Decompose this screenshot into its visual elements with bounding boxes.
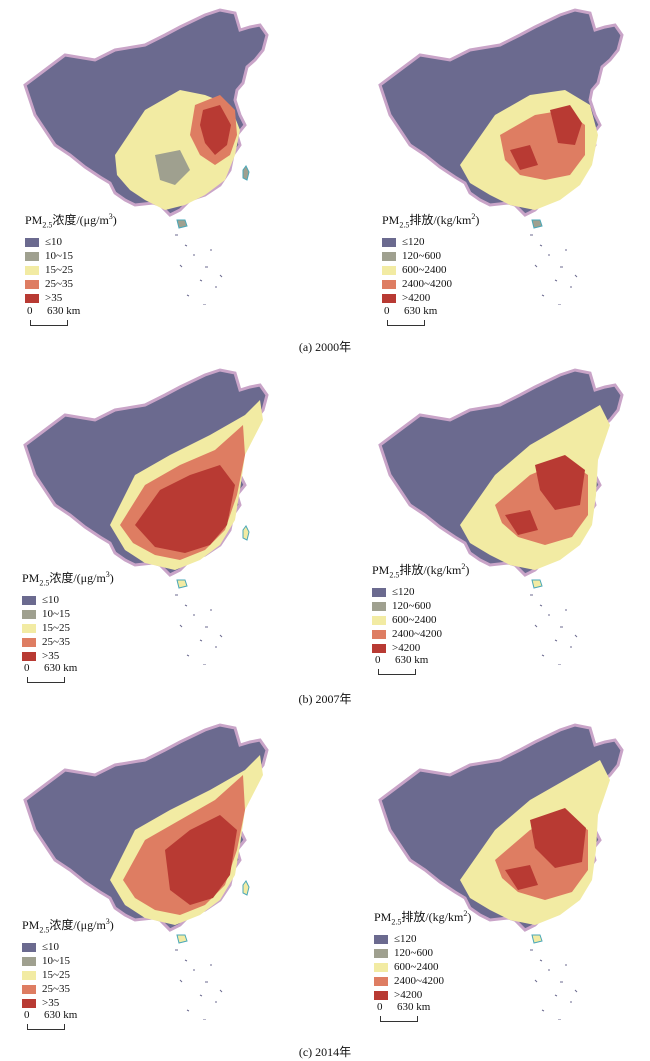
legend-item: 25~35 xyxy=(25,277,117,291)
emission-legend: PM2.5排放/(kg/km2) ≤120 120~600 600~2400 2… xyxy=(382,210,479,305)
panel-2007: PM2.5浓度/(μg/m3) ≤10 10~15 15~25 25~35 >3… xyxy=(0,360,650,710)
pm25-concentration-map-2000 xyxy=(23,8,269,305)
legend-item: >4200 xyxy=(382,291,479,305)
emission-legend: PM2.5排放/(kg/km2) ≤120 120~600 600~2400 2… xyxy=(374,907,471,1002)
legend-item: ≤120 xyxy=(374,932,471,946)
legend-title: PM2.5浓度/(μg/m3) xyxy=(25,212,117,230)
legend-item: >4200 xyxy=(372,641,469,655)
legend-item: 600~2400 xyxy=(372,613,469,627)
pm25-concentration-map-2007 xyxy=(23,368,269,665)
legend-item: >4200 xyxy=(374,988,471,1002)
legend-title: PM2.5排放/(kg/km2) xyxy=(372,562,470,580)
legend-title: PM2.5浓度/(μg/m3) xyxy=(22,570,114,588)
legend-item: 600~2400 xyxy=(374,960,471,974)
legend-item: 10~15 xyxy=(22,954,114,968)
pm25-emission-map-2007 xyxy=(378,368,624,665)
pm25-emission-map-2014 xyxy=(378,723,624,1020)
scale-bar: 0 630 km xyxy=(377,1001,457,1023)
emission-legend: PM2.5排放/(kg/km2) ≤120 120~600 600~2400 2… xyxy=(372,560,469,655)
legend-item: 10~15 xyxy=(22,607,114,621)
scale-bar: 0 630 km xyxy=(375,654,455,676)
panel-caption: (b) 2007年 xyxy=(298,692,352,706)
concentration-legend: PM2.5浓度/(μg/m3) ≤10 10~15 15~25 25~35 >3… xyxy=(22,915,114,1010)
legend-item: 120~600 xyxy=(374,946,471,960)
legend-item: 15~25 xyxy=(25,263,117,277)
legend-title: PM2.5排放/(kg/km2) xyxy=(382,212,480,230)
legend-title: PM2.5浓度/(μg/m3) xyxy=(22,917,114,935)
legend-item: 600~2400 xyxy=(382,263,479,277)
panel-caption: (a) 2000年 xyxy=(298,340,352,354)
pm25-emission-map-2000 xyxy=(378,8,624,305)
legend-item: >35 xyxy=(25,291,117,305)
legend-item: 25~35 xyxy=(22,982,114,996)
concentration-legend: PM2.5浓度/(μg/m3) ≤10 10~15 15~25 25~35 >3… xyxy=(22,568,114,663)
panel-caption: (c) 2014年 xyxy=(298,1045,352,1059)
legend-item: 2400~4200 xyxy=(372,627,469,641)
legend-item: 25~35 xyxy=(22,635,114,649)
legend-item: 15~25 xyxy=(22,621,114,635)
scale-bar: 0 630 km xyxy=(384,305,464,327)
legend-item: ≤10 xyxy=(22,940,114,954)
legend-item: 15~25 xyxy=(22,968,114,982)
legend-item: ≤120 xyxy=(382,235,479,249)
concentration-legend: PM2.5浓度/(μg/m3) ≤10 10~15 15~25 25~35 >3… xyxy=(25,210,117,305)
panel-2000: PM2.5浓度/(μg/m3) ≤10 10~15 15~25 25~35 >3… xyxy=(0,0,650,354)
legend-item: >35 xyxy=(22,996,114,1010)
pm25-concentration-map-2014 xyxy=(23,723,269,1020)
panel-2014: PM2.5浓度/(μg/m3) ≤10 10~15 15~25 25~35 >3… xyxy=(0,715,650,1061)
scale-bar: 0 630 km xyxy=(27,305,107,327)
legend-item: 120~600 xyxy=(372,599,469,613)
scale-bar: 0 630 km xyxy=(24,1009,104,1031)
legend-item: 120~600 xyxy=(382,249,479,263)
legend-item: 2400~4200 xyxy=(374,974,471,988)
legend-item: 10~15 xyxy=(25,249,117,263)
legend-title: PM2.5排放/(kg/km2) xyxy=(374,909,472,927)
legend-item: 2400~4200 xyxy=(382,277,479,291)
legend-item: ≤10 xyxy=(25,235,117,249)
legend-item: >35 xyxy=(22,649,114,663)
legend-item: ≤120 xyxy=(372,585,469,599)
legend-item: ≤10 xyxy=(22,593,114,607)
scale-bar: 0 630 km xyxy=(24,662,104,684)
